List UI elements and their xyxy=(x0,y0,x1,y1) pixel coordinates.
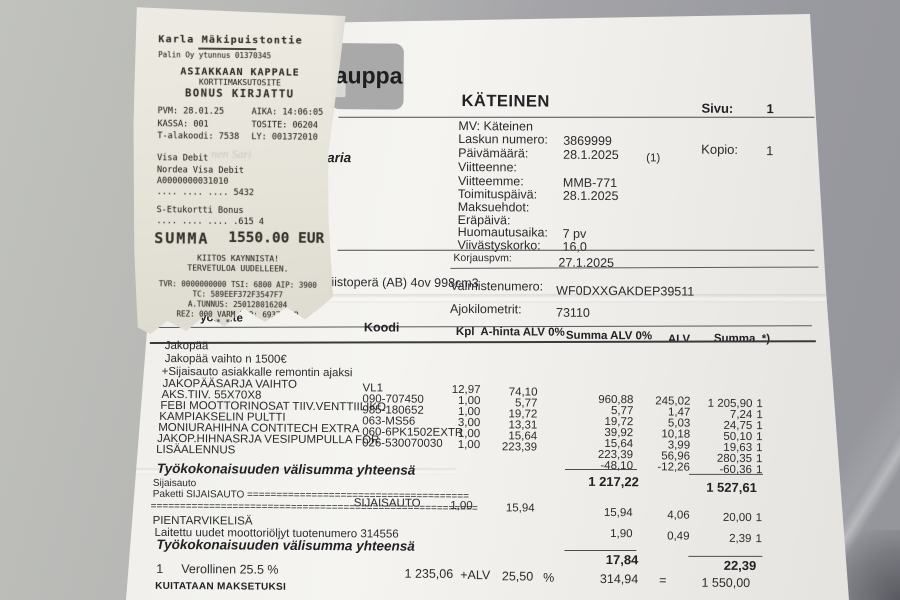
tax-label: Verollinen 25.5 % xyxy=(181,562,279,577)
odometer-value: 73110 xyxy=(556,305,590,320)
receipt-voucher: TOSITE: 06204 xyxy=(251,120,319,131)
korjaus-label: Korjauspvm: xyxy=(453,251,512,265)
receipt-merchant: Karla Mäkipuistontie xyxy=(158,34,303,47)
customer-name-fragment: aria xyxy=(327,150,352,166)
tax-pct: % xyxy=(543,570,555,585)
merchant-underline xyxy=(198,48,256,50)
subtotal-sum0: 17,84 xyxy=(605,552,639,568)
receipt-register: KASSA: 001 xyxy=(157,119,209,130)
col-code: Koodi xyxy=(363,320,400,335)
col-sum: Summa *) xyxy=(713,332,771,346)
copy-label: Kopio: xyxy=(701,141,739,157)
field-value: 16,0 xyxy=(562,239,587,254)
item-name: LISÄALENNUS xyxy=(156,443,236,457)
item-price: 223,39 xyxy=(501,441,538,454)
field-value: 3869999 xyxy=(563,133,612,149)
subtotal-overline xyxy=(564,549,637,552)
subtotal-sum: 22,39 xyxy=(723,557,757,574)
tax-rate: 25,50 xyxy=(501,569,534,584)
total-label: SUMMA xyxy=(154,229,210,248)
tax-total: 1 550,00 xyxy=(701,575,751,591)
loyalty-card: S-Etukortti Bonus xyxy=(156,205,244,217)
section-divider xyxy=(337,249,815,252)
item-price: 15,94 xyxy=(505,502,535,515)
emv-line: TC: 589EEF372F3547F7 xyxy=(192,289,283,300)
tax-base: 1 235,06 xyxy=(404,566,454,581)
receipt-time: AIKA: 14:06:05 xyxy=(251,107,324,118)
vin-value: WF0DXXGAKDEP39511 xyxy=(556,283,695,299)
card-aid: A0000000031010 xyxy=(156,176,229,187)
subtotal-overline xyxy=(688,473,763,476)
receipt-bonus-status: BONUS KIRJATTU xyxy=(184,87,295,101)
vin-label: Valmistenumero: xyxy=(450,278,544,294)
work-intro-line: Jakopää vaihto n 1500€ xyxy=(164,352,287,366)
item-sum: 20,00 xyxy=(722,511,752,525)
subtotal-overline xyxy=(564,468,637,471)
korjaus-divider xyxy=(450,266,819,269)
subtotal-label: Työkokonaisuuden välisumma yhteensä xyxy=(156,460,416,478)
page-value: 1 xyxy=(766,101,774,117)
emv-line: TVR: 0000000000 TSI: 6800 AIP: 3900 xyxy=(158,279,317,290)
header-divider xyxy=(338,116,815,119)
oil-sum: 2,39 xyxy=(729,532,752,546)
emv-line: A.TUNNUS: 250128016204 xyxy=(187,299,288,310)
odometer-label: Ajokilometrit: xyxy=(450,301,522,317)
subtotal-sum: 1 527,61 xyxy=(706,479,757,496)
total-value: 1550.00 EUR xyxy=(228,229,325,247)
copy-value: 1 xyxy=(766,143,774,159)
paid-footer: KUITATAAN MAKSETUKSI xyxy=(155,580,287,593)
card-name: Nordea Visa Debit xyxy=(156,165,245,177)
receipt-subcode: T-alakoodi: 7538 xyxy=(157,131,240,143)
item-flag: 1 xyxy=(755,512,763,525)
field-label: Viitteenne: xyxy=(458,159,517,175)
sijaisauto-caption: Sijaisauto xyxy=(152,477,197,490)
card-scheme: Visa Debit xyxy=(157,153,209,164)
thanks-line: TERVETULOA UUDELLEEN. xyxy=(187,263,289,274)
field-value: 28.1.2025 xyxy=(562,188,619,204)
tax-equals: = xyxy=(659,573,667,588)
receipt-business-id: Palin Oy ytunnus 01370345 xyxy=(158,50,272,61)
tax-index: 1 xyxy=(156,561,164,576)
loyalty-masked: .... .... .... .615 4 xyxy=(156,216,264,228)
subtotal-sum0: 1 217,22 xyxy=(588,473,639,490)
logo-text-fragment: auppa xyxy=(334,62,403,89)
field-note: (1) xyxy=(646,152,661,165)
col-qty-price: Kpl A-hinta ALV 0% xyxy=(455,325,565,339)
work-intro-line: Jakopää xyxy=(164,339,209,353)
page-label: Sivu: xyxy=(701,100,734,116)
showthrough-text: nen Sari xyxy=(211,146,252,162)
card-pan-masked: .... .... .... 5432 xyxy=(156,187,255,199)
field-value: 28.1.2025 xyxy=(563,147,619,163)
korjaus-value: 27.1.2025 xyxy=(558,255,615,271)
payment-method-heading: KÄTEINEN xyxy=(461,92,550,111)
receipt-ly: LY: 001372010 xyxy=(251,132,318,143)
tax-vat: 314,94 xyxy=(599,571,639,587)
card-receipt: nen Sari Karla Mäkipuistontie Palin Oy y… xyxy=(131,4,346,336)
oil-flag: 1 xyxy=(755,533,762,546)
subtotal-label: Työkokonaisuuden välisumma yhteensä xyxy=(156,536,415,554)
receipt-date: PVM: 28.01.25 xyxy=(157,106,225,117)
